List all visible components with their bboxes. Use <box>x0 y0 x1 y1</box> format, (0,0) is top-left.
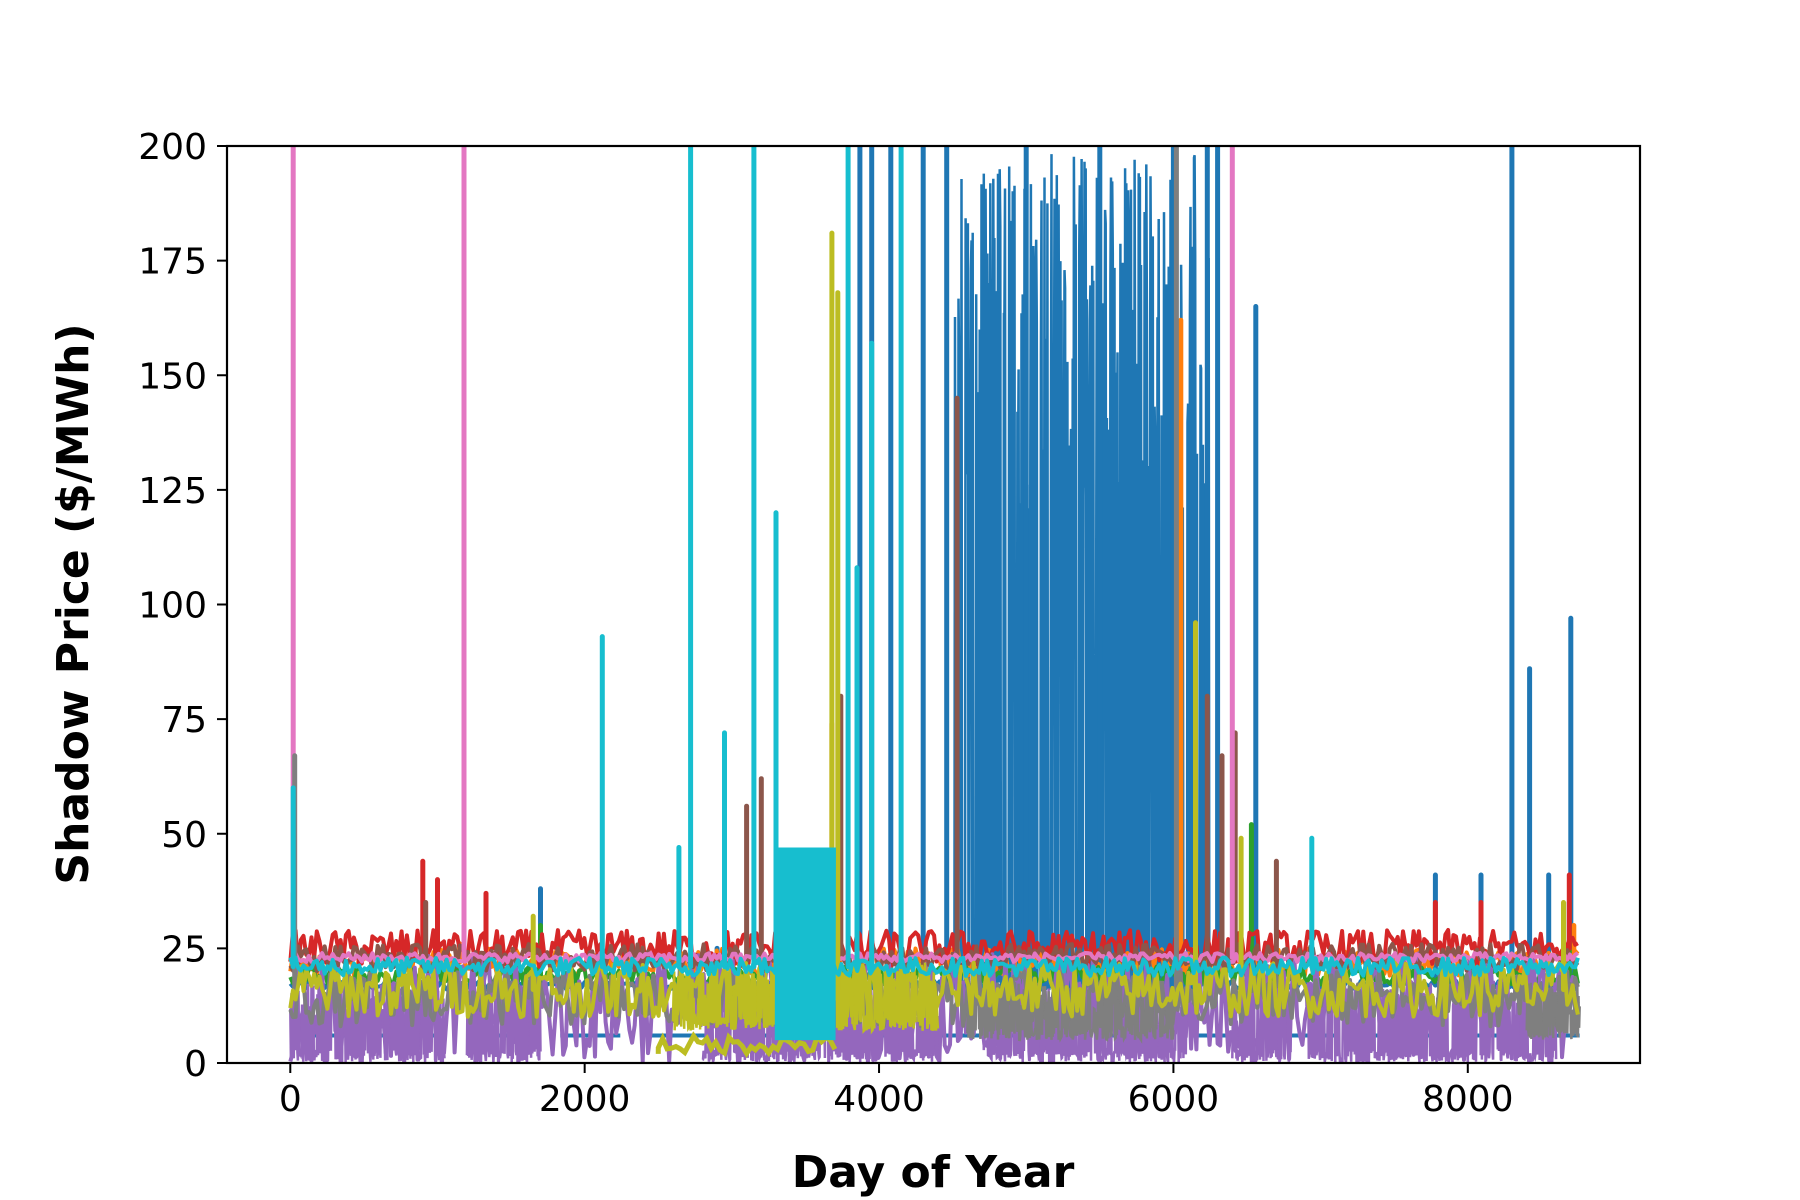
y-tick-label: 125 <box>138 471 207 512</box>
x-tick-label: 6000 <box>1128 1079 1220 1120</box>
y-tick-label: 0 <box>184 1044 207 1085</box>
x-axis: 0 2000 4000 6000 8000 <box>279 1063 1514 1120</box>
y-axis-label: Shadow Price ($/MWh) <box>48 323 99 884</box>
y-tick-label: 50 <box>161 815 207 856</box>
x-tick-label: 2000 <box>539 1079 631 1120</box>
y-tick-label: 100 <box>138 586 207 627</box>
series-3 <box>288 858 1579 969</box>
series-plateau <box>774 847 836 1041</box>
series-dense-region <box>966 980 1175 1044</box>
series-dense-region <box>951 154 1212 996</box>
x-axis-label: Day of Year <box>792 1147 1075 1198</box>
x-tick-label: 4000 <box>833 1079 925 1120</box>
x-tick-label: 8000 <box>1422 1079 1514 1120</box>
series-line <box>288 955 1580 978</box>
y-tick-label: 200 <box>138 127 207 168</box>
series-layer <box>288 146 1581 1063</box>
series-9 <box>288 146 1580 1041</box>
series-8 <box>288 230 1580 1059</box>
y-axis: 0 25 50 75 100 125 150 175 200 <box>138 127 227 1085</box>
series-1 <box>288 317 1580 978</box>
series-low-segment <box>655 1031 838 1059</box>
series-6 <box>288 146 1579 965</box>
series-5 <box>288 395 1580 974</box>
y-tick-label: 175 <box>138 242 207 283</box>
y-tick-label: 75 <box>161 700 207 741</box>
y-tick-label: 25 <box>161 929 207 970</box>
series-dense-region <box>1231 980 1293 1063</box>
x-tick-label: 0 <box>279 1079 302 1120</box>
series-line <box>288 951 1579 965</box>
y-tick-label: 150 <box>138 356 207 397</box>
